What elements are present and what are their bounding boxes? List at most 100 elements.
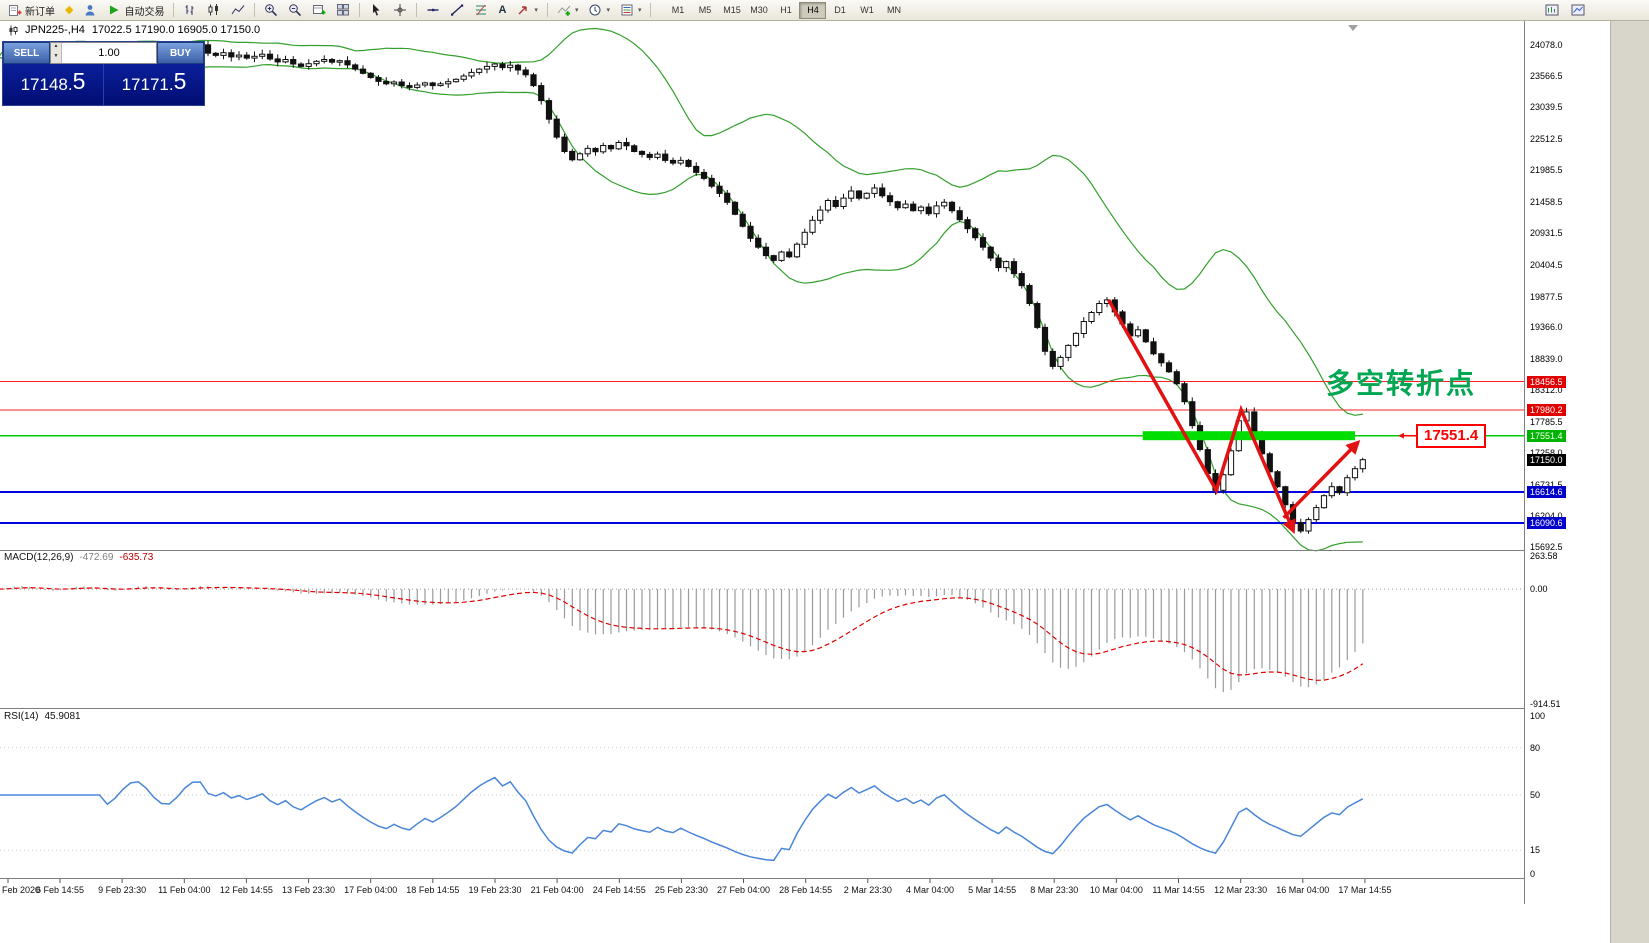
- horizontal-line-icon: [427, 8, 439, 12]
- time-label: 2 Mar 23:30: [843, 885, 892, 895]
- time-axis[interactable]: Feb 2020 6 Feb 14:55 9 Feb 23:30 11 Feb 04:…: [0, 879, 1524, 905]
- fibonacci-icon: [476, 4, 487, 16]
- time-label: 13 Feb 23:30: [282, 885, 336, 895]
- toolbar-right-group: [1541, 1, 1645, 19]
- sell-price-frac: 5: [72, 67, 86, 94]
- macd-histogram: [5, 586, 1364, 693]
- price-tick: 23566.5: [1530, 70, 1563, 81]
- sell-price[interactable]: 17148. 5: [3, 64, 104, 105]
- time-label: 10 Mar 04:00: [1089, 885, 1143, 895]
- new-order-label: 新订单: [25, 6, 55, 18]
- volume-stepper[interactable]: ▲ ▼: [50, 42, 157, 64]
- time-label: 12 Feb 14:55: [219, 885, 273, 895]
- chart-window-line-icon: [1571, 4, 1585, 16]
- indicators-button[interactable]: ▾: [553, 1, 583, 19]
- support-zone-bar[interactable]: [1142, 431, 1355, 441]
- symbol-header: JPN225-,H4 17022.5 17190.0 16905.0 17150…: [8, 24, 260, 36]
- dropdown-caret-icon: ▾: [637, 7, 642, 14]
- time-label: 4 Mar 04:00: [905, 885, 954, 895]
- timeframe-MN[interactable]: MN: [880, 2, 907, 19]
- buy-button[interactable]: BUY: [157, 42, 204, 64]
- timeframe-M15[interactable]: M15: [718, 2, 745, 19]
- text-tool-icon: A: [498, 3, 507, 16]
- toolbar-separator: [359, 3, 361, 17]
- template-button[interactable]: ▾: [616, 1, 646, 19]
- zoom-in-button[interactable]: [260, 1, 282, 19]
- buy-price-main: 17171.: [121, 74, 174, 94]
- rsi-tick: 80: [1530, 742, 1541, 753]
- auto-trading-label: 自动交易: [124, 6, 165, 18]
- scroll-end-marker-icon[interactable]: [1348, 25, 1358, 31]
- tile-windows-button[interactable]: [332, 1, 354, 19]
- cursor-button[interactable]: [365, 1, 387, 19]
- trend-arrow-1[interactable]: [1107, 299, 1296, 534]
- indicators-icon: [557, 5, 571, 16]
- macd-signal-value: -635.73: [119, 552, 154, 563]
- price-tick: 16204.0: [1530, 511, 1563, 521]
- macd-tick: 0.00: [1530, 584, 1548, 595]
- metaeditor-button[interactable]: ◆: [61, 1, 77, 19]
- price-tick: 17785.5: [1530, 416, 1563, 427]
- time-label: 6 Feb 14:55: [35, 885, 85, 895]
- text-tool-button[interactable]: A: [494, 1, 510, 19]
- shapes-button[interactable]: ▾: [512, 1, 542, 19]
- zoom-out-icon: [289, 4, 302, 17]
- trendline-button[interactable]: [446, 1, 468, 19]
- price-level-badge: 17551.4: [1527, 429, 1566, 442]
- bar-chart-button[interactable]: [179, 1, 201, 19]
- volume-spin-buttons[interactable]: ▲ ▼: [51, 43, 62, 63]
- periods-button[interactable]: ▾: [584, 1, 614, 19]
- profile-button[interactable]: [79, 1, 101, 19]
- toolbar-separator: [173, 3, 175, 17]
- line-chart-button[interactable]: [227, 1, 249, 19]
- macd-name: MACD(12,26,9): [4, 552, 74, 563]
- price-tick: 20404.5: [1530, 259, 1563, 270]
- timeframe-M5[interactable]: M5: [691, 2, 718, 19]
- crosshair-button[interactable]: [389, 1, 411, 19]
- chart-canvas[interactable]: [0, 20, 1524, 902]
- timeframe-M30[interactable]: M30: [745, 2, 772, 19]
- time-label: 11 Mar 14:55: [1152, 885, 1205, 895]
- chart-window-button-2[interactable]: [1567, 1, 1589, 19]
- new-chart-button[interactable]: [308, 1, 330, 19]
- horizontal-line-button[interactable]: [422, 1, 444, 19]
- sell-button[interactable]: SELL: [3, 42, 50, 64]
- timeframe-D1[interactable]: D1: [826, 2, 853, 19]
- trend-arrow-2[interactable]: [1282, 440, 1361, 520]
- time-label: 9 Feb 23:30: [98, 885, 147, 895]
- tile-windows-icon: [337, 4, 350, 16]
- zoom-out-button[interactable]: [284, 1, 306, 19]
- timeframe-M1[interactable]: M1: [664, 2, 691, 19]
- price-tick: 21458.5: [1530, 196, 1563, 207]
- symbol-ohlc: 17022.5 17190.0 16905.0 17150.0: [91, 24, 261, 36]
- candlestick-button[interactable]: [203, 1, 225, 19]
- volume-down-icon[interactable]: ▼: [51, 53, 61, 63]
- price-axis[interactable]: 24078.0 23566.5 23039.5 22512.5 21985.5 21458…: [1524, 20, 1610, 904]
- new-order-button[interactable]: 新订单: [4, 1, 59, 19]
- template-icon: [621, 4, 633, 16]
- bar-chart-icon: [185, 5, 194, 15]
- price-callout-label[interactable]: 17551.4: [1416, 424, 1487, 448]
- chart-window-button-1[interactable]: [1541, 1, 1563, 19]
- buy-price[interactable]: 17171. 5: [104, 64, 204, 105]
- fibonacci-button[interactable]: [470, 1, 492, 19]
- chart-window-icon: [1545, 4, 1559, 16]
- time-label: 17 Mar 14:55: [1338, 885, 1392, 895]
- volume-up-icon[interactable]: ▲: [51, 43, 61, 53]
- turning-point-annotation[interactable]: 多空转折点: [1326, 368, 1477, 399]
- timeframe-H4[interactable]: H4: [799, 1, 827, 19]
- auto-trading-button[interactable]: 自动交易: [103, 1, 168, 19]
- symbol-chart-icon: [9, 25, 18, 35]
- timeframe-H1[interactable]: H1: [772, 2, 799, 19]
- price-tick: 20931.5: [1530, 228, 1563, 239]
- clock-icon: [589, 4, 601, 16]
- toolbar-separator: [416, 3, 418, 17]
- macd-signal-line: [0, 586, 1364, 681]
- zoom-in-icon: [265, 4, 278, 17]
- price-level-badge: 16614.6: [1527, 485, 1566, 498]
- timeframe-W1[interactable]: W1: [853, 2, 880, 19]
- price-tick: 19877.5: [1530, 291, 1563, 302]
- timeframe-toolbar: M1 M5 M15 M30 H1 H4 D1 W1 MN: [664, 1, 907, 19]
- volume-input[interactable]: [62, 43, 156, 63]
